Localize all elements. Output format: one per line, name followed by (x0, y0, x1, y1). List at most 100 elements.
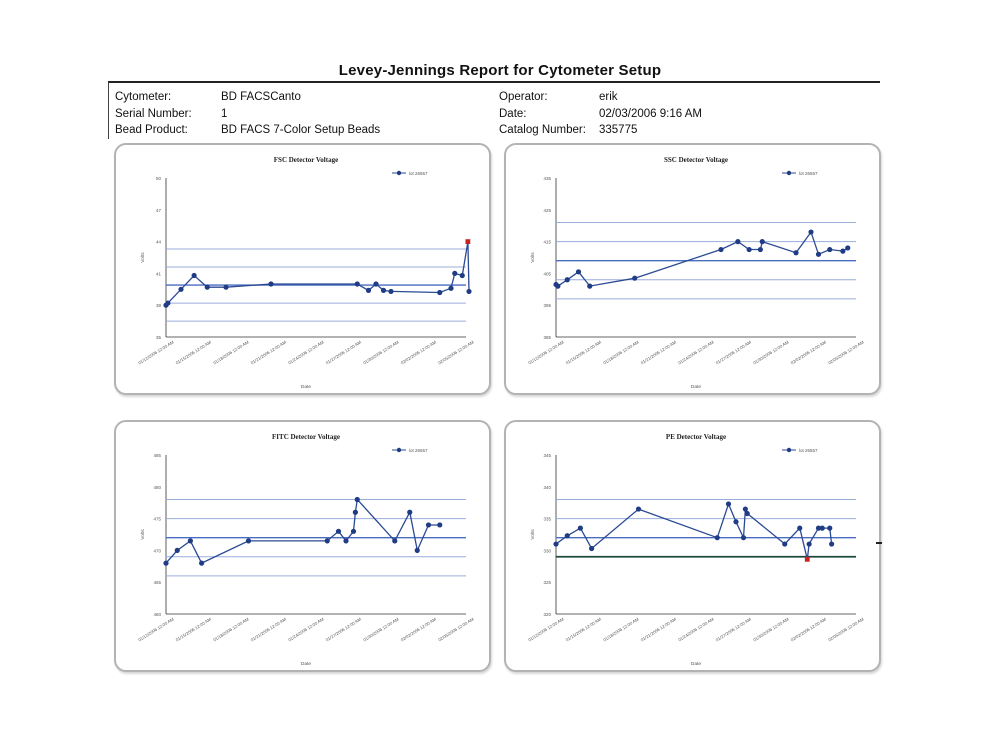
x-tick-label: 01/18/2006 12:00 AM (602, 616, 640, 642)
data-point (815, 525, 822, 531)
data-point (575, 269, 582, 275)
x-tick-label: 01/30/2006 12:00 AM (752, 339, 790, 365)
data-point (829, 541, 835, 547)
y-tick-label: 385 (543, 335, 551, 340)
x-tick-label: 01/15/2006 12:00 AM (175, 616, 213, 642)
data-point (782, 541, 788, 547)
ssc-chart-panel: SSC Detector Voltage lot 26557 385 395 405 41… (504, 143, 881, 395)
data-point (733, 519, 739, 525)
x-tick-label: 01/15/2006 12:00 AM (565, 616, 603, 642)
x-tick-label: 01/12/2006 12:00 AM (137, 339, 175, 365)
data-point (163, 560, 169, 566)
x-axis-label: Date (301, 661, 311, 667)
x-tick-label: 01/18/2006 12:00 AM (602, 339, 640, 365)
data-point (714, 535, 720, 541)
data-point (178, 286, 184, 292)
x-tick-label: 01/30/2006 12:00 AM (362, 339, 400, 365)
x-tick-label: 01/30/2006 12:00 AM (362, 616, 400, 642)
y-tick-label: 44 (156, 240, 162, 245)
data-point (827, 525, 833, 531)
data-point (845, 245, 851, 251)
data-point (740, 535, 747, 541)
field-label: Cytometer: (115, 91, 172, 103)
data-point (187, 538, 193, 544)
data-point (555, 283, 561, 289)
report-title: Levey-Jennings Report for Cytometer Setu… (338, 62, 662, 79)
x-tick-label: 01/24/2006 12:00 AM (287, 339, 325, 365)
fitc-chart: FITC Detector Voltage lot 26557 460 465 470 4… (137, 433, 475, 667)
legend-marker (396, 447, 402, 453)
data-point (414, 547, 420, 553)
field-value: 1 (221, 108, 228, 120)
fitc-chart-panel: FITC Detector Voltage lot 26557 460 465 470 4… (114, 420, 491, 672)
x-tick-label: 01/12/2006 12:00 AM (137, 616, 175, 642)
field-label: Bead Product: (115, 124, 188, 136)
x-tick-label: 02/02/2006 12:00 AM (400, 339, 438, 365)
y-tick-label: 47 (156, 208, 162, 213)
x-tick-label: 01/21/2006 12:00 AM (250, 616, 288, 642)
data-point (437, 289, 443, 296)
y-tick-label: 435 (543, 176, 551, 181)
data-point (388, 288, 394, 295)
chart-title: PE Detector Voltage (666, 433, 726, 441)
legend-label: lot 26557 (409, 171, 428, 176)
data-point (735, 239, 741, 245)
data-point (466, 288, 472, 295)
data-point (165, 300, 171, 306)
y-tick-label: 335 (543, 517, 551, 522)
series-line (555, 502, 833, 560)
x-tick-label: 01/27/2006 12:00 AM (715, 616, 753, 642)
y-tick-label: 465 (153, 580, 161, 585)
y-tick-label: 41 (156, 271, 162, 276)
y-tick-label: 38 (156, 303, 162, 308)
data-point (827, 246, 833, 253)
data-point (268, 281, 274, 287)
data-point (373, 281, 379, 287)
data-point (354, 496, 360, 503)
data-point (354, 281, 360, 287)
field-value: 335775 (599, 124, 638, 136)
x-tick-label: 02/02/2006 12:00 AM (790, 339, 828, 365)
x-tick-label: 02/05/2006 12:00 AM (827, 616, 865, 642)
x-tick-label: 01/18/2006 12:00 AM (212, 616, 250, 642)
y-tick-label: 395 (543, 303, 551, 308)
field-label: Date: (499, 108, 527, 120)
x-tick-label: 01/27/2006 12:00 AM (325, 339, 363, 365)
data-point (365, 287, 372, 293)
data-point (343, 538, 349, 544)
data-point (808, 229, 814, 235)
field-label: Operator: (499, 91, 548, 103)
data-point (564, 533, 570, 539)
x-tick-label: 01/18/2006 12:00 AM (212, 339, 250, 365)
x-tick-label: 01/12/2006 12:00 AM (527, 339, 565, 365)
data-point (840, 248, 846, 254)
y-tick-label: 425 (543, 208, 551, 213)
y-axis-label: Volts (530, 529, 536, 540)
x-tick-label: 01/21/2006 12:00 AM (250, 339, 288, 365)
data-point (448, 285, 454, 291)
field-label: Serial Number: (115, 108, 192, 120)
legend-marker (786, 447, 792, 453)
x-axis-label: Date (301, 384, 311, 390)
x-tick-label: 01/27/2006 12:00 AM (325, 616, 363, 642)
legend-marker (786, 170, 792, 176)
data-point (191, 272, 197, 279)
y-tick-label: 340 (543, 485, 551, 490)
series-line (555, 230, 849, 287)
field-value: BD FACS 7-Color Setup Beads (221, 124, 381, 136)
data-point (352, 509, 358, 515)
y-tick-label: 50 (156, 176, 162, 181)
field-value: erik (599, 91, 618, 103)
data-point (553, 541, 559, 547)
data-point (437, 522, 443, 528)
y-axis-label: Volts (530, 252, 536, 263)
data-point (819, 525, 825, 531)
x-tick-label: 01/15/2006 12:00 AM (175, 339, 213, 365)
data-point (324, 538, 330, 544)
data-point (174, 547, 180, 553)
y-tick-label: 405 (543, 271, 551, 276)
field-value: BD FACSCanto (221, 91, 301, 103)
field-value: 02/03/2006 9:16 AM (599, 108, 702, 120)
y-tick-label: 485 (153, 453, 161, 458)
x-tick-label: 02/05/2006 12:00 AM (437, 616, 475, 642)
